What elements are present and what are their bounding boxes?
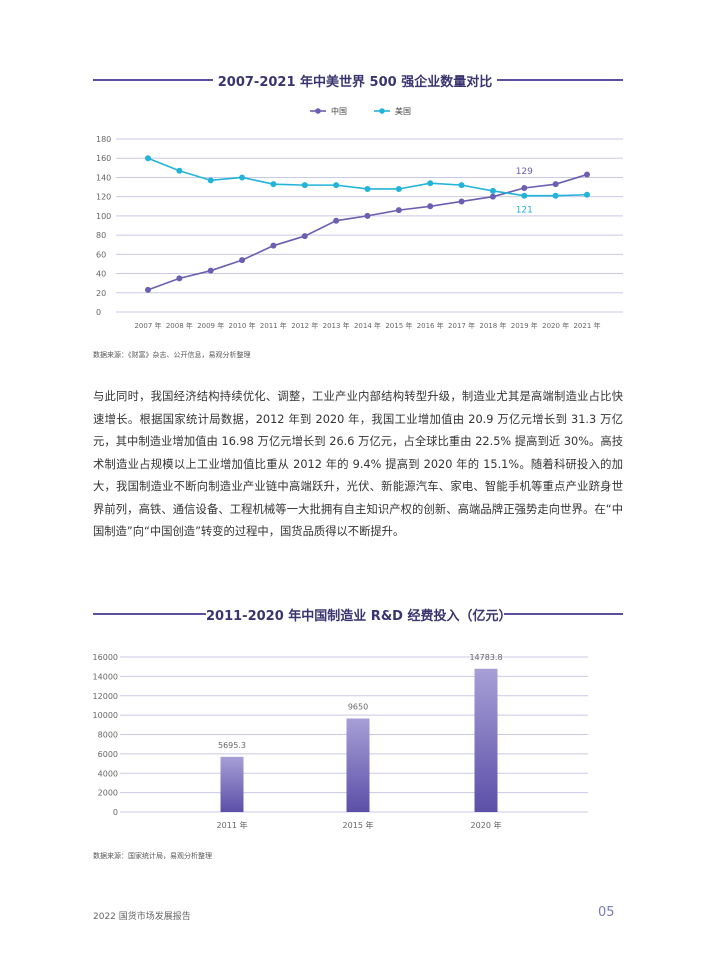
data-point — [176, 275, 183, 282]
x-tick-label: 2020 年 — [471, 820, 502, 830]
data-point — [145, 286, 151, 293]
x-tick-label: 2014 年 — [354, 321, 381, 330]
data-point — [552, 192, 559, 199]
data-point — [207, 267, 214, 274]
data-point — [301, 182, 308, 189]
y-tick-label: 140 — [96, 173, 111, 182]
data-point — [270, 242, 277, 249]
data-point — [301, 233, 308, 240]
x-tick-label: 2013 年 — [323, 321, 350, 330]
chart1-title: 2007-2021 年中美世界 500 强企业数量对比 — [217, 75, 493, 90]
chart2-title-rule-right — [504, 613, 623, 615]
bar-chart: 16000 14000 12000 10000 8000 6000 4000 2000 0 569… — [93, 653, 588, 830]
x-tick-label: 2012 年 — [291, 321, 318, 330]
data-point — [145, 155, 151, 162]
x-tick-label: 2009 年 — [197, 321, 224, 330]
y-tick-label: 14000 — [93, 672, 118, 681]
y-tick-label: 6000 — [98, 750, 118, 759]
data-point — [333, 217, 340, 224]
data-point — [584, 191, 590, 198]
data-label: 129 — [516, 167, 533, 177]
x-tick-label: 2008 年 — [166, 321, 193, 330]
x-tick-label: 2010 年 — [229, 321, 256, 330]
data-point — [395, 207, 402, 214]
legend-label: 美国 — [395, 106, 411, 116]
legend-marker — [315, 108, 321, 114]
data-point — [364, 185, 371, 192]
y-tick-label: 0 — [113, 808, 118, 817]
y-tick-label: 2000 — [98, 789, 118, 798]
data-label: 121 — [516, 206, 533, 216]
x-tick-label: 2020 年 — [542, 321, 569, 330]
y-tick-label: 10000 — [93, 711, 118, 720]
y-tick-label: 8000 — [98, 731, 118, 740]
y-tick-label: 16000 — [93, 653, 118, 662]
y-tick-label: 4000 — [98, 769, 118, 778]
chart1-title-rule-right — [497, 79, 623, 81]
x-tick-label: 2015 年 — [343, 820, 374, 830]
data-point — [584, 171, 590, 178]
x-tick-label: 2019 年 — [511, 321, 538, 330]
y-tick-label: 20 — [96, 289, 106, 298]
y-tick-label: 40 — [96, 270, 106, 279]
x-tick-label: 2021 年 — [573, 321, 600, 330]
data-point — [364, 212, 371, 219]
y-tick-label: 0 — [96, 308, 101, 317]
data-point — [489, 187, 496, 194]
bar — [220, 756, 244, 812]
bar — [474, 668, 498, 812]
y-tick-label: 12000 — [93, 692, 118, 701]
page-number: 05 — [598, 905, 615, 920]
data-label: 9650 — [348, 703, 368, 712]
data-point — [427, 203, 434, 210]
data-point — [176, 167, 183, 174]
chart2-source: 数据来源：国家统计局，易观分析整理 — [93, 852, 212, 860]
data-point — [521, 192, 528, 199]
data-point — [489, 193, 496, 200]
chart2-title-rule-left — [93, 613, 206, 615]
data-point — [333, 182, 340, 189]
legend-label: 中国 — [331, 106, 347, 116]
data-point — [458, 182, 465, 189]
data-point — [552, 181, 559, 188]
line-chart: 180 160 140 120 100 80 60 40 20 0 2007 年 2008 年 2009… — [96, 106, 623, 330]
chart2-title: 2011-2020 年中国制造业 R&D 经费投入（亿元） — [206, 609, 512, 624]
y-tick-label: 160 — [96, 154, 111, 163]
data-point — [270, 181, 277, 188]
x-tick-label: 2017 年 — [448, 321, 475, 330]
x-tick-label: 2018 年 — [479, 321, 506, 330]
x-tick-label: 2015 年 — [385, 321, 412, 330]
x-tick-label: 2007 年 — [134, 321, 161, 330]
x-tick-label: 2011 年 — [217, 820, 248, 830]
legend-marker — [379, 108, 385, 114]
data-label: 14783.8 — [469, 653, 502, 662]
data-point — [207, 177, 214, 184]
y-tick-label: 60 — [96, 250, 106, 259]
y-tick-label: 100 — [96, 212, 111, 221]
data-label: 5695.3 — [218, 741, 246, 750]
x-tick-label: 2011 年 — [260, 321, 287, 330]
chart1-source: 数据来源：《财富》杂志、公开信息，易观分析整理 — [93, 351, 251, 359]
data-point — [239, 174, 246, 181]
body-paragraph: 与此同时，我国经济结构持续优化、调整，工业产业内部结构转型升级，制造业尤其是高端… — [93, 390, 623, 538]
data-point — [521, 185, 528, 192]
x-tick-label: 2016 年 — [417, 321, 444, 330]
data-point — [458, 198, 465, 205]
y-tick-label: 180 — [96, 135, 111, 144]
data-point — [395, 185, 402, 192]
footer-report-title: 2022 国货市场发展报告 — [93, 912, 191, 922]
y-tick-label: 120 — [96, 193, 111, 202]
data-point — [239, 257, 246, 264]
y-tick-label: 80 — [96, 231, 106, 240]
bar — [346, 718, 370, 812]
chart1-title-rule-left — [93, 79, 213, 81]
data-point — [427, 180, 434, 187]
